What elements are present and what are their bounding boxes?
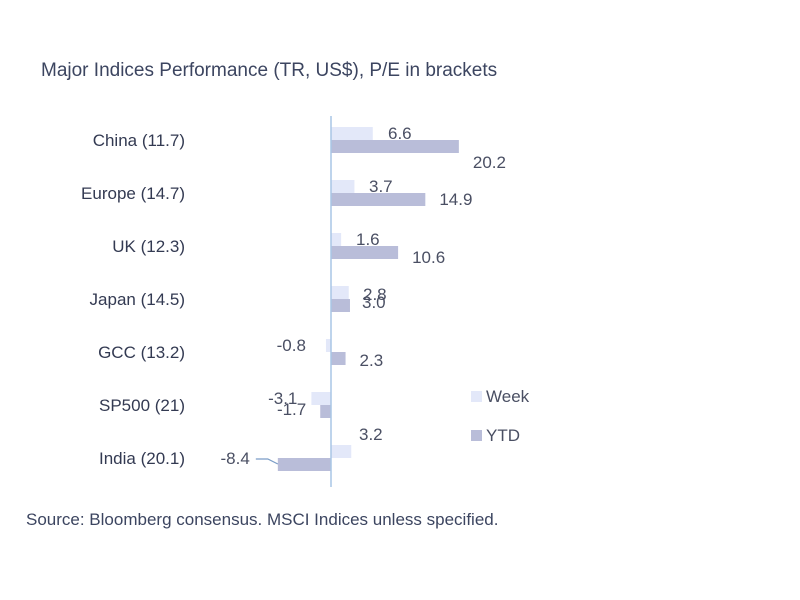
bar-week [311, 392, 331, 405]
data-label-ytd: 3.0 [362, 293, 386, 312]
chart-title: Major Indices Performance (TR, US$), P/E… [41, 60, 498, 81]
bars-layer [277, 116, 459, 487]
data-label-week: 1.6 [356, 230, 380, 249]
bar-ytd [320, 405, 331, 418]
source-note: Source: Bloomberg consensus. MSCI Indice… [26, 510, 499, 529]
bar-week [331, 233, 342, 246]
bar-week [331, 180, 355, 193]
legend-swatch [471, 391, 482, 402]
data-label-week: -3.1 [268, 389, 297, 408]
category-label: India (20.1) [99, 449, 185, 468]
data-label-ytd: -1.7 [277, 400, 306, 419]
category-label: Europe (14.7) [81, 184, 185, 203]
leader-line [255, 458, 279, 465]
bar-week [331, 445, 352, 458]
data-label-week: -0.8 [277, 336, 306, 355]
data-label-ytd: 2.3 [360, 351, 384, 370]
category-label: GCC (13.2) [98, 343, 185, 362]
data-label-ytd: 20.2 [473, 153, 506, 172]
category-label: Japan (14.5) [90, 290, 185, 309]
category-label: SP500 (21) [99, 396, 185, 415]
data-label-week: 3.7 [369, 177, 393, 196]
data-label-ytd: -8.4 [221, 449, 250, 468]
bar-ytd [277, 458, 331, 471]
legend: Week YTD [471, 387, 530, 445]
bar-ytd [331, 299, 350, 312]
legend-swatch [471, 430, 482, 441]
data-label-week: 6.6 [388, 124, 412, 143]
bar-week [325, 339, 331, 352]
category-label: UK (12.3) [112, 237, 185, 256]
bar-ytd [331, 352, 346, 365]
bar-week [331, 286, 349, 299]
bar-ytd [331, 193, 426, 206]
data-label-week: 3.2 [359, 425, 383, 444]
data-label-ytd: 10.6 [412, 248, 445, 267]
bar-week [331, 127, 373, 140]
bar-ytd [331, 246, 399, 259]
data-label-ytd: 14.9 [439, 190, 472, 209]
legend-label: Week [486, 387, 530, 406]
data-label-week: 2.8 [363, 285, 387, 304]
legend-label: YTD [486, 426, 520, 445]
labels-layer: China (11.7) 6.6 20.2 Europe (14.7) 3.7 14.9 U… [81, 124, 506, 468]
category-label: China (11.7) [93, 131, 185, 150]
bar-ytd [331, 140, 459, 153]
